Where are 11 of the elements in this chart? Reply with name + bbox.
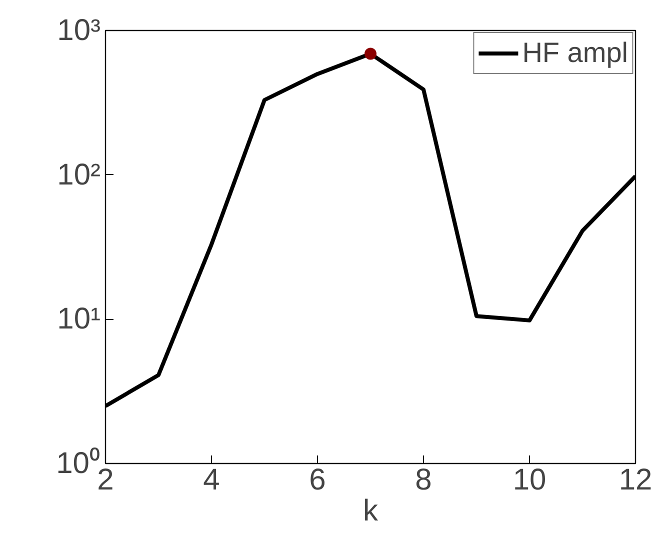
x-tick-label: 6 bbox=[309, 464, 326, 496]
y-tick-label: 10³ bbox=[57, 14, 101, 47]
x-axis-title: k bbox=[363, 494, 379, 528]
x-tick-label: 12 bbox=[618, 464, 652, 496]
x-tick-label: 8 bbox=[415, 464, 432, 496]
x-tick-label: 4 bbox=[203, 464, 220, 496]
x-tick-label: 2 bbox=[97, 464, 114, 496]
legend-label: HF ampl bbox=[522, 37, 628, 69]
y-tick-label: 10¹ bbox=[57, 302, 101, 336]
y-tick-label: 10² bbox=[57, 158, 101, 192]
x-tick-label: 10 bbox=[512, 464, 546, 496]
